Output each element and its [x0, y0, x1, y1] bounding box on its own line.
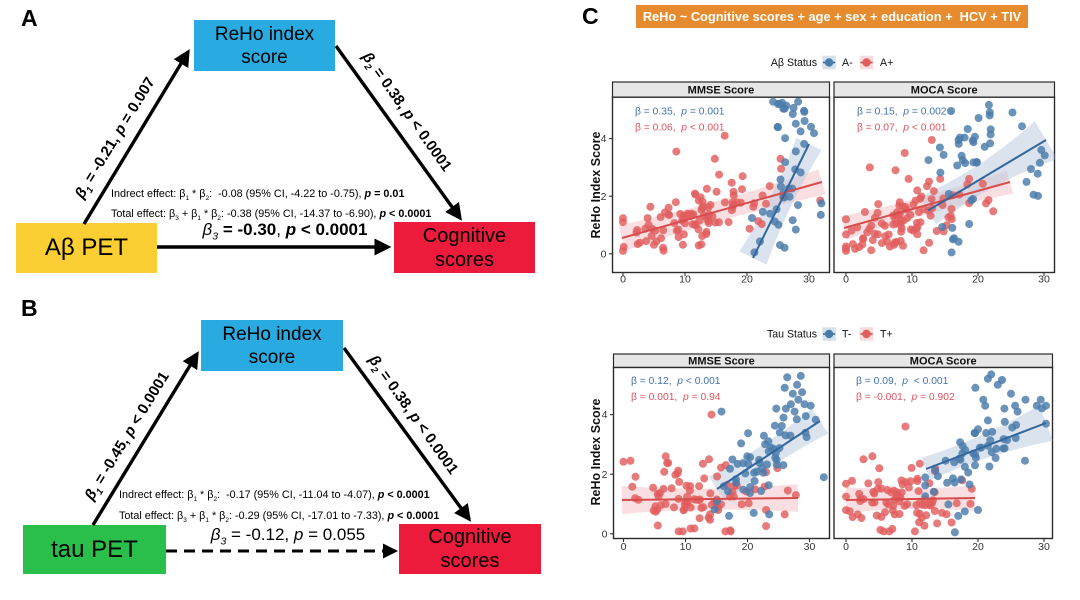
svg-text:30: 30 — [804, 541, 816, 553]
svg-text:β = 0.07, p < 0.001: β = 0.07, p < 0.001 — [857, 123, 947, 134]
svg-text:2: 2 — [602, 469, 608, 481]
svg-text:20: 20 — [742, 541, 754, 553]
svg-text:MMSE Score: MMSE Score — [688, 84, 755, 96]
svg-text:20: 20 — [972, 541, 984, 553]
svg-text:20: 20 — [741, 273, 753, 285]
svg-text:20: 20 — [972, 273, 984, 285]
svg-text:4: 4 — [602, 409, 608, 421]
svg-text:0: 0 — [602, 528, 608, 540]
svg-text:10: 10 — [906, 273, 918, 285]
svg-text:β = 0.15, p = 0.002: β = 0.15, p = 0.002 — [857, 107, 947, 118]
svg-text:4: 4 — [601, 133, 607, 145]
svg-text:10: 10 — [680, 541, 692, 553]
svg-text:Tau Status: Tau Status — [767, 329, 817, 341]
svg-text:T+: T+ — [880, 329, 893, 341]
svg-text:Aβ Status: Aβ Status — [771, 57, 817, 69]
svg-text:10: 10 — [679, 273, 691, 285]
svg-text:MOCA Score: MOCA Score — [911, 84, 978, 96]
svg-text:0: 0 — [601, 248, 607, 260]
svg-text:β = -0.001, p = 0.902: β = -0.001, p = 0.902 — [856, 392, 955, 403]
svg-text:0: 0 — [843, 273, 849, 285]
svg-text:β = 0.35, p = 0.001: β = 0.35, p = 0.001 — [635, 107, 725, 118]
svg-text:30: 30 — [1038, 273, 1050, 285]
svg-text:30: 30 — [803, 273, 815, 285]
svg-text:MOCA Score: MOCA Score — [910, 356, 977, 368]
svg-text:β = 0.001, p = 0.94: β = 0.001, p = 0.94 — [631, 392, 721, 403]
svg-text:0: 0 — [621, 541, 627, 553]
svg-text:A+: A+ — [880, 57, 893, 69]
svg-text:2: 2 — [601, 191, 607, 203]
svg-text:β = 0.06, p < 0.001: β = 0.06, p < 0.001 — [635, 123, 725, 134]
svg-text:30: 30 — [1038, 541, 1050, 553]
svg-text:MMSE Score: MMSE Score — [688, 356, 755, 368]
svg-text:0: 0 — [843, 541, 849, 553]
svg-text:T-: T- — [842, 329, 852, 341]
svg-text:A-: A- — [842, 57, 853, 69]
svg-text:10: 10 — [906, 541, 918, 553]
svg-text:ReHo Index Score: ReHo Index Score — [589, 398, 603, 505]
svg-text:0: 0 — [620, 273, 626, 285]
svg-text:ReHo Index Score: ReHo Index Score — [589, 131, 603, 238]
svg-text:β = 0.12, p < 0.001: β = 0.12, p < 0.001 — [631, 376, 721, 387]
svg-text:β = 0.09, p < 0.001: β = 0.09, p < 0.001 — [856, 376, 949, 387]
